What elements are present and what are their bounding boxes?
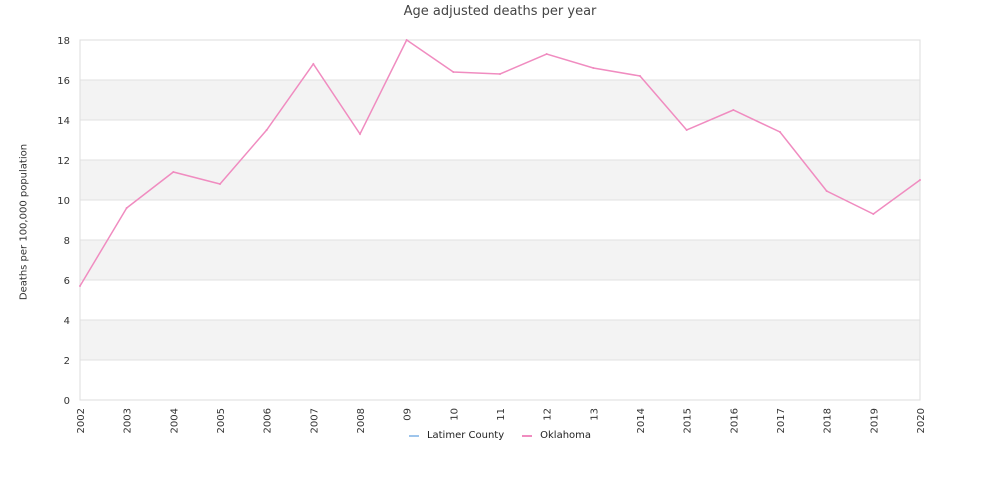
grid-band (80, 240, 920, 280)
legend-swatch (522, 434, 533, 437)
data-point (685, 129, 688, 131)
x-tick-label: 2019 (869, 408, 880, 433)
y-tick-label: 6 (64, 276, 70, 287)
x-tick-label: 2016 (729, 408, 740, 433)
data-point (592, 67, 595, 69)
y-tick-label: 14 (57, 116, 70, 127)
data-point (359, 133, 361, 135)
y-tick-label: 4 (64, 316, 70, 327)
plot-border (79, 39, 921, 401)
y-tick-label: 12 (57, 156, 70, 167)
grid-band (80, 320, 920, 360)
data-point (79, 285, 81, 287)
x-tick-label: 12 (543, 408, 554, 421)
data-point (499, 73, 501, 75)
x-tick-label: 2007 (309, 408, 320, 433)
x-tick-label: 09 (403, 408, 414, 421)
data-point (872, 213, 875, 215)
data-point (312, 63, 315, 65)
legend-item-latimer-county[interactable]: Latimer County (408, 430, 505, 441)
data-point (732, 109, 735, 111)
y-tick-label: 16 (57, 76, 70, 87)
data-point (265, 129, 268, 131)
x-tick-label: 2005 (216, 408, 227, 433)
y-tick-label: 8 (64, 236, 70, 247)
legend-label: Latimer County (426, 430, 505, 441)
x-tick-label: 2020 (916, 408, 927, 433)
data-point (779, 131, 781, 133)
legend-item-oklahoma[interactable]: Oklahoma (522, 430, 591, 441)
x-tick-label: 2018 (823, 408, 834, 433)
x-tick-label: 2002 (76, 408, 87, 433)
y-tick-label: 0 (64, 396, 70, 407)
data-point (825, 190, 828, 192)
data-point (219, 183, 221, 185)
x-tick-label: 2017 (776, 408, 787, 433)
x-tick-label: 13 (589, 408, 600, 421)
x-tick-label: 2015 (683, 408, 694, 433)
y-tick-label: 2 (64, 356, 70, 367)
x-tick-label: 2004 (169, 408, 180, 433)
x-tick-label: 2014 (636, 408, 647, 433)
x-tick-label: 2008 (356, 408, 367, 433)
data-point (125, 207, 128, 209)
x-tick-label: 2003 (123, 408, 134, 433)
x-tick-label: 10 (449, 408, 460, 421)
data-point (919, 179, 921, 181)
y-tick-label: 10 (57, 196, 70, 207)
data-point (172, 171, 175, 173)
grid-band (80, 80, 920, 120)
data-point (452, 71, 455, 73)
data-point (639, 75, 641, 77)
legend-label: Oklahoma (540, 430, 592, 441)
legend: Latimer County Oklahoma (0, 430, 1000, 441)
chart-title: Age adjusted deaths per year (403, 4, 597, 19)
data-point (405, 39, 408, 41)
data-point (545, 53, 548, 55)
grid-band (80, 160, 920, 200)
legend-swatch (408, 434, 419, 437)
x-tick-label: 11 (496, 408, 507, 421)
x-tick-label: 2006 (263, 408, 274, 433)
y-tick-label: 18 (57, 36, 70, 47)
